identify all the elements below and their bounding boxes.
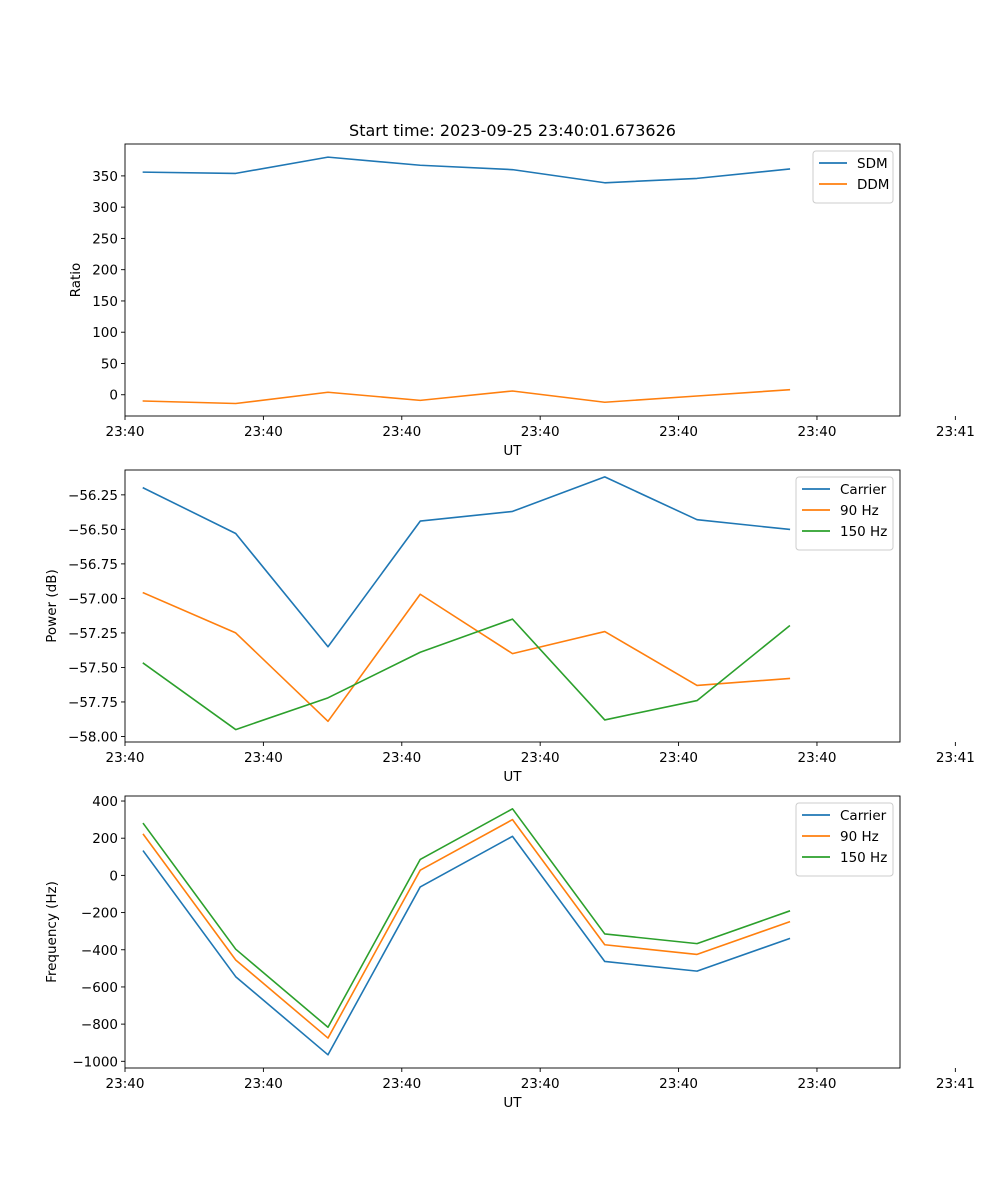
- x-tick-label: 23:40: [798, 750, 837, 766]
- series-line-frequency-90-hz: [142, 818, 791, 1039]
- y-axis-label: Ratio: [68, 263, 84, 298]
- y-tick-label: −400: [81, 943, 118, 959]
- y-tick-label: 350: [92, 169, 118, 185]
- y-tick-label: 100: [92, 325, 118, 341]
- y-tick-label: −56.75: [68, 557, 118, 573]
- y-tick-label: −56.25: [68, 488, 118, 504]
- y-tick-label: 200: [92, 831, 118, 847]
- legend: Carrier 90 Hz 150 Hz: [795, 802, 894, 877]
- legend-label: Carrier: [840, 808, 887, 824]
- legend-label: SDM: [857, 156, 888, 172]
- y-axis-label: Frequency (Hz): [44, 881, 60, 983]
- axes-frame: [124, 469, 901, 743]
- y-tick-label: −800: [81, 1017, 118, 1033]
- x-tick-label: 23:40: [244, 750, 283, 766]
- x-tick-label: 23:40: [382, 424, 421, 440]
- y-tick-label: −57.25: [68, 626, 118, 642]
- legend-label: 150 Hz: [840, 524, 887, 540]
- x-axis-label: UT: [503, 1095, 522, 1111]
- figure-title: Start time: 2023-09-25 23:40:01.673626: [349, 121, 676, 140]
- y-tick-label: −57.00: [68, 591, 118, 607]
- y-tick-label: −57.50: [68, 660, 118, 676]
- legend: Carrier 90 Hz 150 Hz: [795, 476, 894, 551]
- y-tick-label: 300: [92, 200, 118, 216]
- subplot-ratio: 23:40 23:40 23:40 23:40 23:40 23:40 23:41 0 50 10…: [68, 143, 975, 459]
- y-axis-label: Power (dB): [44, 569, 60, 642]
- y-tick-label: −56.50: [68, 522, 118, 538]
- x-axis-label: UT: [503, 443, 522, 459]
- subplot-frequency: 23:40 23:40 23:40 23:40 23:40 23:40 23:41 −1000…: [44, 794, 975, 1111]
- x-tick-label: 23:40: [659, 750, 698, 766]
- subplot-power: 23:40 23:40 23:40 23:40 23:40 23:40 23:41 −58.0…: [44, 469, 975, 785]
- x-tick-label: 23:40: [106, 1076, 145, 1092]
- y-tick-label: 0: [109, 388, 118, 404]
- x-tick-label: 23:40: [659, 424, 698, 440]
- x-tick-label: 23:40: [382, 750, 421, 766]
- x-tick-label: 23:40: [244, 1076, 283, 1092]
- y-tick-label: 150: [92, 294, 118, 310]
- legend: SDM DDM: [812, 150, 894, 204]
- x-tick-label: 23:40: [244, 424, 283, 440]
- x-tick-label: 23:40: [659, 1076, 698, 1092]
- series-line-ratio-sdm: [142, 156, 791, 184]
- series-line-ratio-ddm: [142, 388, 791, 405]
- series-line-power-carrier: [142, 476, 791, 648]
- legend-label: 150 Hz: [840, 850, 887, 866]
- y-tick-label: 50: [101, 356, 118, 372]
- legend-label: 90 Hz: [840, 829, 879, 845]
- axes-frame: [124, 795, 901, 1069]
- series-line-power-90-hz: [142, 591, 791, 723]
- legend-label: DDM: [857, 177, 889, 193]
- x-tick-label: 23:40: [521, 1076, 560, 1092]
- x-tick-label: 23:41: [936, 424, 975, 440]
- x-tick-label: 23:40: [521, 424, 560, 440]
- series-line-power-150-hz: [142, 618, 791, 731]
- series-line-frequency-carrier: [142, 835, 791, 1056]
- y-tick-label: −58.00: [68, 729, 118, 745]
- legend-label: 90 Hz: [840, 503, 879, 519]
- y-tick-label: −200: [81, 906, 118, 922]
- x-tick-label: 23:40: [798, 424, 837, 440]
- x-tick-label: 23:40: [106, 424, 145, 440]
- y-tick-label: 200: [92, 263, 118, 279]
- x-tick-label: 23:41: [936, 1076, 975, 1092]
- y-tick-label: 0: [109, 868, 118, 884]
- axes-frame: [124, 143, 901, 417]
- legend-label: Carrier: [840, 482, 887, 498]
- x-tick-label: 23:40: [106, 750, 145, 766]
- x-tick-label: 23:40: [382, 1076, 421, 1092]
- x-tick-label: 23:41: [936, 750, 975, 766]
- x-tick-label: 23:40: [521, 750, 560, 766]
- y-tick-label: −600: [81, 980, 118, 996]
- y-tick-label: −57.75: [68, 695, 118, 711]
- legend-box: [812, 150, 894, 204]
- series-line-frequency-150-hz: [142, 808, 791, 1029]
- y-tick-label: 400: [92, 794, 118, 810]
- x-tick-label: 23:40: [798, 1076, 837, 1092]
- x-axis-label: UT: [503, 769, 522, 785]
- y-tick-label: 250: [92, 231, 118, 247]
- y-tick-label: −1000: [72, 1054, 118, 1070]
